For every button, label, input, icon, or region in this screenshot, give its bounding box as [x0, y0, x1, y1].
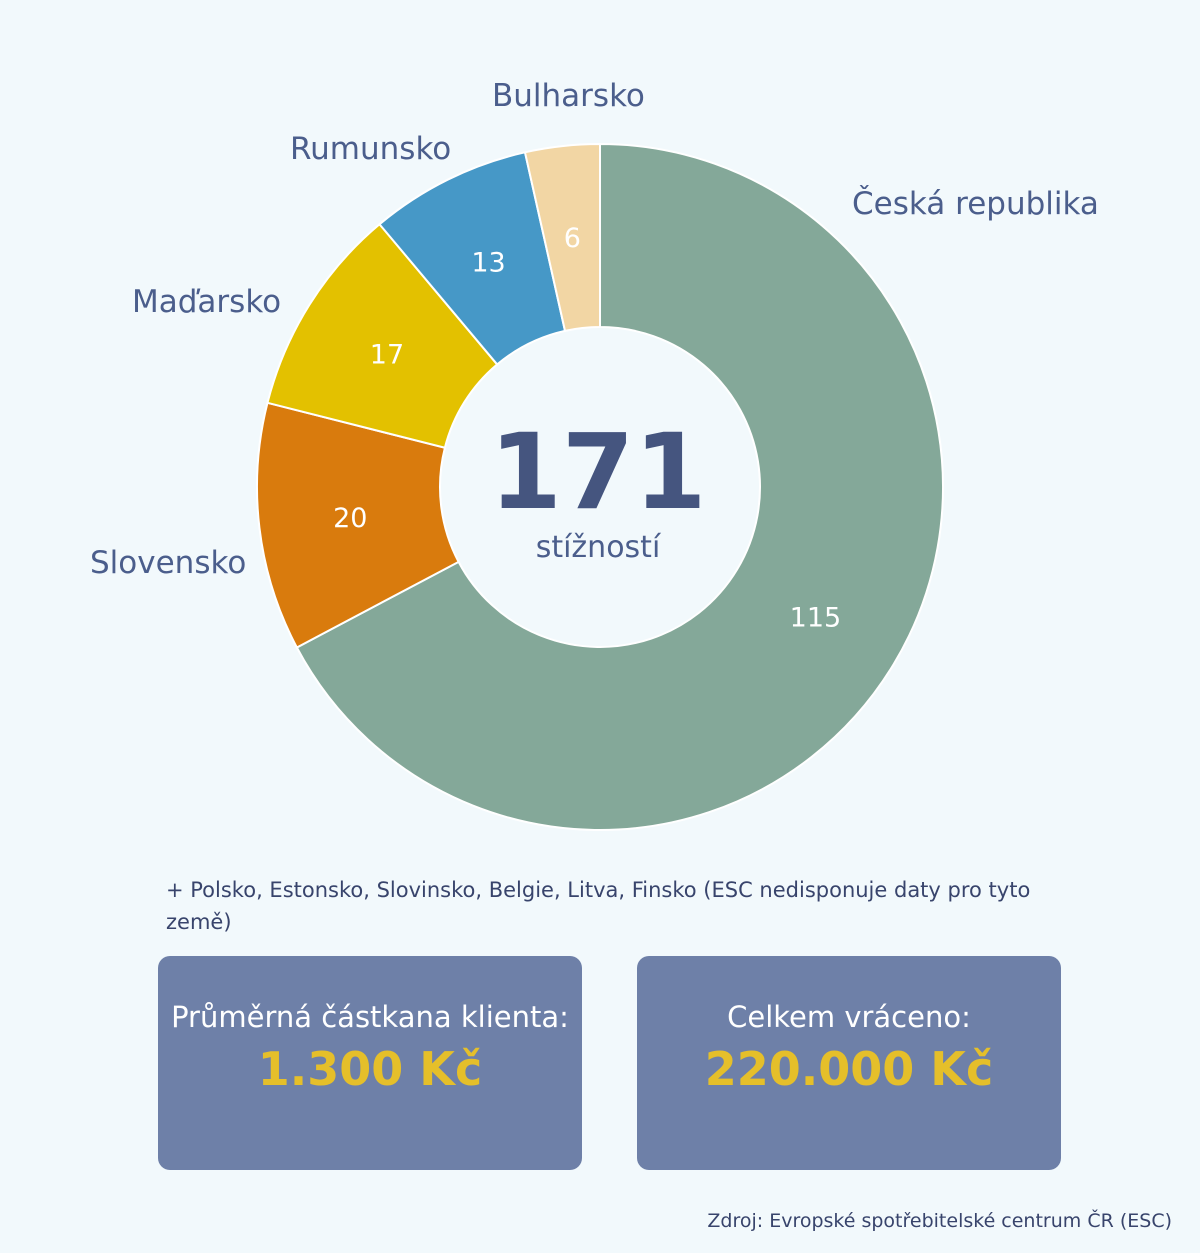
total-refunded-box: Celkem vráceno: 220.000 Kč: [637, 956, 1061, 1170]
average-amount-box: Průměrná částkana klienta: 1.300 Kč: [158, 956, 582, 1170]
category-label-bulharsko: Bulharsko: [492, 78, 645, 114]
category-label-rumunsko: Rumunsko: [290, 131, 451, 167]
value-label-rumunsko: 13: [471, 248, 505, 279]
source-text: Zdroj: Evropské spotřebitelské centrum Č…: [707, 1210, 1172, 1232]
note-text: + Polsko, Estonsko, Slovinsko, Belgie, L…: [166, 878, 1031, 934]
donut-chart: 115 Česká republika 20 Slovensko 17 Maďarsko 1…: [90, 78, 1099, 831]
total-refunded-label: Celkem vráceno:: [727, 1000, 971, 1034]
center-total: 171: [489, 411, 706, 533]
slice-bulharsko: [523, 142, 601, 333]
value-label-ceska-republika: 115: [790, 603, 842, 634]
average-amount-label: Průměrná částkana klienta:: [171, 1000, 569, 1034]
value-label-slovensko: 20: [333, 503, 367, 534]
category-label-madarsko: Maďarsko: [132, 284, 281, 320]
total-refunded-value: 220.000 Kč: [704, 1042, 994, 1096]
average-amount-value: 1.300 Kč: [257, 1042, 483, 1096]
value-label-bulharsko: 6: [564, 223, 581, 254]
category-label-slovensko: Slovensko: [90, 545, 246, 581]
slice-slovensko: [256, 401, 460, 649]
value-label-madarsko: 17: [370, 339, 404, 370]
category-label-ceska-republika: Česká republika: [852, 185, 1099, 222]
center-unit: stížností: [536, 530, 662, 565]
slice-ceska-republika: [295, 142, 944, 831]
